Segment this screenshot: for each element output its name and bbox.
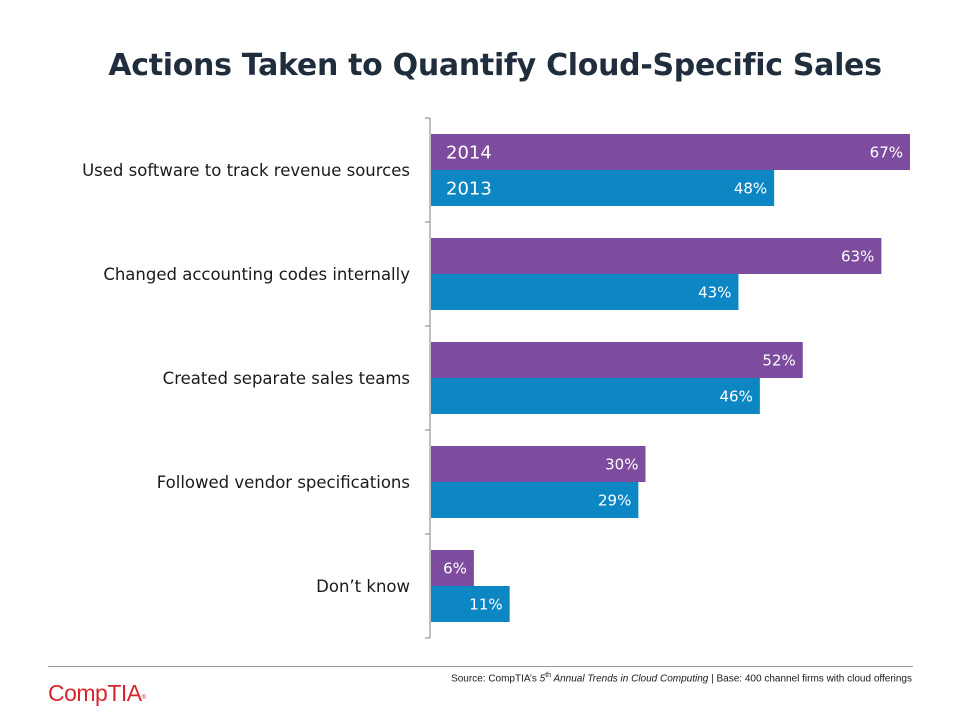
data-label: 43% <box>698 284 731 302</box>
data-label: 30% <box>605 456 638 474</box>
logo-text: CompTIA <box>48 680 142 706</box>
category-label: Created separate sales teams <box>163 369 410 388</box>
bar-2014 <box>431 446 646 482</box>
footer-divider <box>48 666 913 667</box>
bar-2014 <box>431 342 803 378</box>
data-label: 11% <box>469 596 502 614</box>
source-title: Annual Trends in Cloud Computing <box>551 673 709 685</box>
bar-2014 <box>431 238 882 274</box>
category-label: Changed accounting codes internally <box>103 265 410 284</box>
bar-2013 <box>431 482 639 518</box>
bar-2014 <box>431 134 910 170</box>
comptia-logo: CompTIA® <box>48 680 146 707</box>
bar-2013 <box>431 586 510 622</box>
bar-2013 <box>431 378 760 414</box>
source-note: Source: CompTIA’s 5th Annual Trends in C… <box>451 672 912 684</box>
data-label: 63% <box>841 248 874 266</box>
data-label: 48% <box>734 180 767 198</box>
source-ordinal: 5 <box>539 673 546 685</box>
logo-registered-mark: ® <box>141 695 146 701</box>
source-suffix: | Base: 400 channel firms with cloud off… <box>708 673 912 685</box>
bar-2013 <box>431 274 739 310</box>
data-label: 29% <box>598 492 631 510</box>
data-label: 6% <box>443 560 467 578</box>
category-label: Don’t know <box>316 577 410 596</box>
legend-label-2014: 2014 <box>446 143 492 164</box>
legend-label-2013: 2013 <box>446 179 492 200</box>
data-label: 52% <box>762 352 795 370</box>
data-label: 46% <box>720 388 753 406</box>
bar-2014 <box>431 550 474 586</box>
category-label: Used software to track revenue sources <box>82 161 410 180</box>
chart-title: Actions Taken to Quantify Cloud-Specific… <box>108 48 882 83</box>
bar-2013 <box>431 170 775 206</box>
category-label: Followed vendor specifications <box>157 473 410 492</box>
data-label: 67% <box>870 144 903 162</box>
source-prefix: Source: CompTIA’s <box>451 673 540 685</box>
source-ordinal-sup: th <box>545 672 552 679</box>
